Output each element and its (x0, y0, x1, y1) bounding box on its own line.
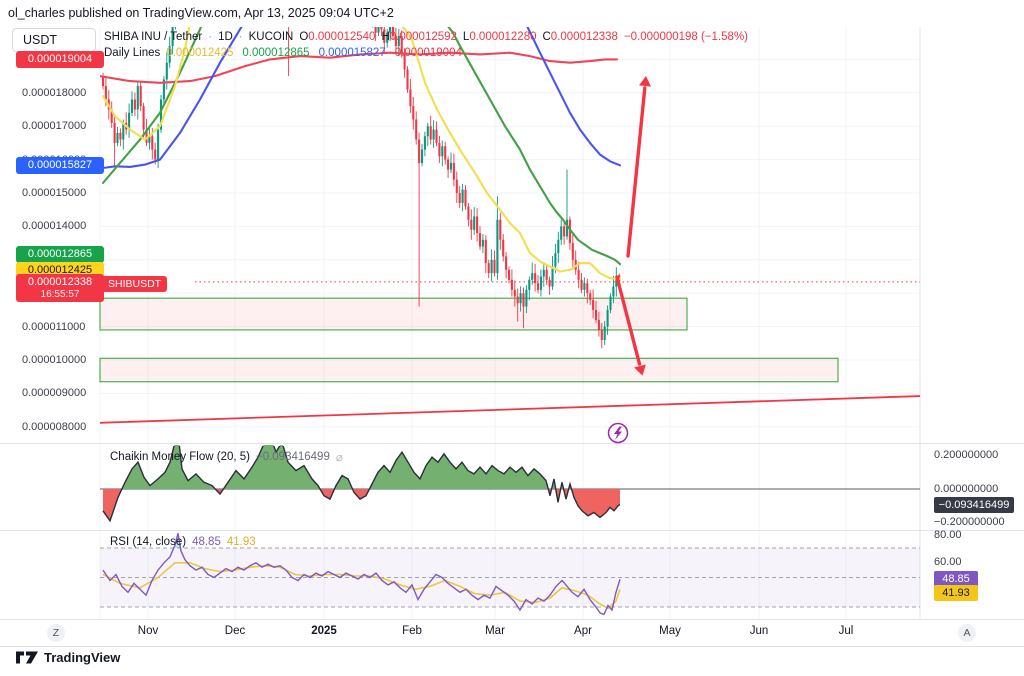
daily-line-blue (101, 27, 622, 170)
cmf-positive-area (103, 445, 620, 489)
daily-line-green (101, 27, 622, 266)
down-arrowhead (634, 364, 646, 376)
cmf-line (102, 446, 621, 523)
supply-demand-zone (99, 297, 688, 331)
published-bar-text: ol_charles published on TradingView.com,… (8, 6, 394, 20)
lightning-bolt (614, 426, 622, 440)
trendline (99, 395, 921, 424)
up-arrowhead (639, 76, 651, 87)
up-arrow (626, 86, 647, 258)
daily-line-yellow (101, 27, 622, 280)
rsi-line (102, 533, 621, 616)
supply-demand-zone (99, 357, 839, 383)
published-bar: ol_charles published on TradingView.com,… (0, 0, 1024, 25)
rsi-ma-line (102, 562, 621, 610)
cmf-negative-area (103, 489, 620, 521)
down-arrow (615, 275, 642, 366)
candles (101, 27, 621, 349)
moving-averages (100, 27, 622, 280)
daily-line-red (100, 51, 619, 84)
